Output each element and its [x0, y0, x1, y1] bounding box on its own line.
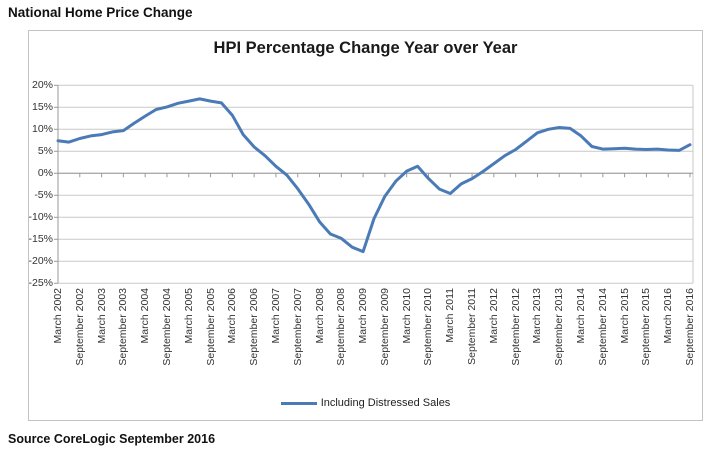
- chart-title: HPI Percentage Change Year over Year: [213, 39, 518, 57]
- chart-legend: Including Distressed Sales: [28, 395, 703, 411]
- x-axis-label: September 2013: [553, 288, 566, 366]
- y-axis-label: 20%: [31, 79, 53, 92]
- y-axis-label: 5%: [37, 145, 53, 158]
- x-axis-label: September 2015: [640, 288, 653, 366]
- y-axis-label: -20%: [28, 255, 53, 268]
- x-axis-label: March 2016: [662, 288, 675, 344]
- x-axis-label: September 2005: [204, 288, 217, 366]
- x-axis-label: March 2015: [618, 288, 631, 344]
- x-axis-label: September 2011: [466, 288, 479, 365]
- y-axis-label: -5%: [34, 189, 53, 202]
- y-axis-label: 10%: [31, 123, 53, 136]
- x-axis-label: September 2008: [335, 288, 348, 366]
- x-axis-label: March 2005: [182, 288, 195, 344]
- x-axis-label: September 2016: [684, 288, 696, 366]
- x-axis-label: March 2003: [95, 288, 108, 344]
- source-note: Source CoreLogic September 2016: [8, 432, 216, 446]
- y-axis-label: -10%: [28, 211, 53, 224]
- y-axis-label: 15%: [31, 101, 53, 114]
- legend-label: Including Distressed Sales: [320, 397, 451, 409]
- page-title: National Home Price Change: [8, 5, 193, 20]
- x-axis-label: September 2012: [509, 288, 522, 366]
- x-axis-label: March 2014: [575, 288, 588, 344]
- x-axis-label: March 2010: [400, 288, 413, 344]
- x-axis-label: March 2013: [531, 288, 544, 344]
- x-axis-label: September 2006: [248, 288, 261, 366]
- y-axis-label: -15%: [28, 233, 53, 246]
- x-axis-label: September 2003: [117, 288, 130, 366]
- legend-line-swatch: [280, 401, 317, 405]
- x-axis-label: March 2008: [313, 288, 326, 344]
- x-axis-label: March 2012: [487, 288, 500, 344]
- chart-frame: HPI Percentage Change Year over Year: [28, 30, 703, 421]
- x-axis-label: September 2010: [422, 288, 435, 366]
- x-axis-label: March 2002: [52, 288, 64, 344]
- x-axis-label: September 2004: [160, 288, 173, 366]
- x-axis-label: March 2009: [357, 288, 370, 344]
- x-axis-label: March 2007: [269, 288, 282, 344]
- hpi-line-series: [56, 97, 692, 254]
- y-axis-label: 0%: [37, 167, 53, 180]
- x-axis-label: September 2014: [596, 288, 609, 366]
- x-axis-label: March 2006: [226, 288, 239, 344]
- x-axis-label: March 2004: [139, 288, 152, 344]
- x-axis-label: March 2011: [444, 288, 457, 343]
- x-axis-label: September 2009: [378, 288, 391, 366]
- x-axis-label: September 2007: [291, 288, 304, 366]
- x-axis-label: September 2002: [73, 288, 86, 366]
- y-axis-label: -25%: [28, 277, 53, 290]
